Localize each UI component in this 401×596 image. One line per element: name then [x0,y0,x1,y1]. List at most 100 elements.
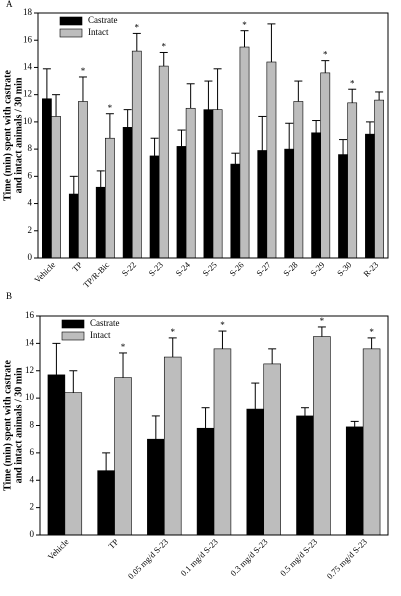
bar [147,438,165,536]
error-bar [132,32,141,52]
bar [163,356,182,536]
error-bar [151,415,160,440]
legend-label: Castrate [90,318,120,328]
bar [284,148,295,259]
significance-mark: * [81,66,86,76]
bar [311,132,321,259]
error-bar [339,139,348,155]
error-bar [78,76,87,102]
significance-mark: * [320,316,325,326]
error-bar [365,121,374,135]
bar [196,427,215,536]
significance-mark: * [220,320,225,330]
error-bar [218,330,227,349]
significance-mark: * [350,78,355,88]
error-bar [367,337,376,349]
error-bar [267,23,276,62]
y-tick-label: 10 [25,392,35,402]
error-bar [285,122,294,150]
x-tick-label: S-29 [308,260,326,278]
bar [42,98,52,259]
y-tick-label: 16 [25,310,35,320]
x-tick-label: S-24 [173,259,192,278]
bar [97,470,115,536]
error-bar [159,51,168,67]
y-tick-label: 6 [28,170,33,180]
bar [266,61,277,259]
error-bar [69,370,78,393]
error-bar [375,91,384,101]
x-tick-label: S-26 [227,260,245,278]
bar [176,146,187,259]
y-tick-label: 6 [30,447,35,457]
x-tick-label: 0.5 mg/d S-23 [278,537,319,578]
plot-frame [39,315,389,536]
significance-mark: * [121,342,126,352]
y-tick-label: 0 [30,529,35,539]
error-bar [150,137,159,156]
y-axis-label: Time (min) spent with castrate [2,359,13,490]
y-tick-label: 8 [28,143,33,153]
error-bar [213,68,222,110]
bar [338,154,348,259]
error-bar [52,342,61,375]
y-tick-label: 2 [28,225,33,235]
error-bar [312,120,321,133]
legend-swatch [59,16,83,26]
bar [313,336,331,536]
panel-label: A [6,0,13,9]
bar [68,193,79,259]
error-bar [119,352,128,378]
bar [64,392,83,536]
significance-mark: * [108,103,113,113]
significance-mark: * [170,327,175,337]
x-tick-label: S-28 [281,260,299,278]
error-bar [231,152,240,165]
error-bar [69,175,78,195]
error-bar [42,68,51,99]
error-bar [96,170,105,188]
error-bar [186,83,195,109]
bar [203,109,214,259]
x-tick-label: 0.3 mg/d S-23 [228,537,269,578]
y-tick-label: 10 [23,116,33,126]
x-tick-label: TP [70,260,84,274]
x-tick-label: S-30 [335,260,353,278]
bar [213,348,232,536]
y-tick-label: 12 [23,89,32,99]
error-bar [294,80,303,102]
x-tick-label: Vehicle [32,260,57,285]
error-bar [177,129,186,147]
y-tick-label: 4 [28,198,33,208]
legend-swatch [59,28,83,38]
bar [347,102,358,259]
bar [105,137,115,259]
legend-swatch [61,331,85,341]
significance-mark: * [323,50,328,60]
bar [296,415,314,536]
x-tick-label: 0.05 mg/d S-23 [126,537,170,581]
x-tick-label: S-25 [200,260,218,278]
bar [212,109,223,259]
significance-mark: * [161,42,166,52]
y-tick-label: 8 [30,420,35,430]
significance-mark: * [135,22,140,32]
significance-mark: * [369,327,374,337]
bar [345,426,364,536]
x-tick-label: S-27 [254,260,272,278]
error-bar [268,348,277,364]
legend-swatch [61,319,85,329]
y-tick-label: 2 [30,502,35,512]
error-bar [240,30,249,48]
legend-label: Castrate [88,15,118,25]
bar [246,408,265,536]
legend-label: Intact [88,27,109,37]
error-bar [348,88,357,103]
y-axis-label: and intact animals / 30 min [13,367,24,483]
bar [230,163,241,259]
bar [263,363,281,536]
bar [122,127,133,259]
error-bar [251,382,260,410]
panel-label: B [6,291,12,301]
